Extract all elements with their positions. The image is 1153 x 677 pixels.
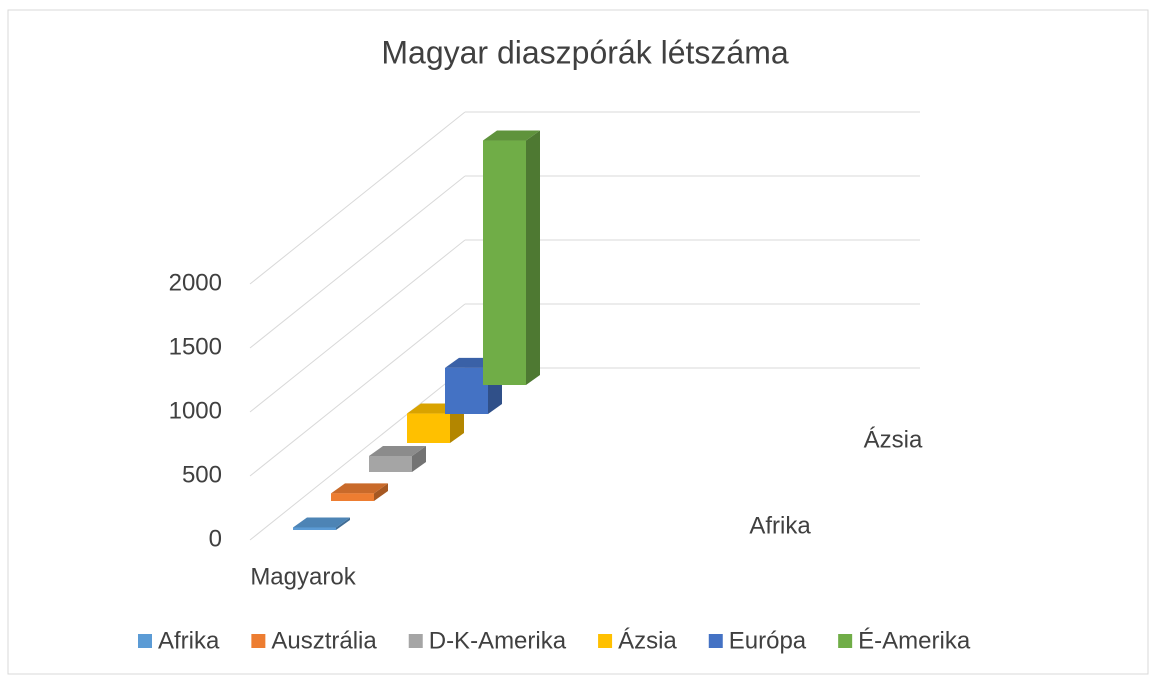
depth-label: Ázsia [864,426,923,453]
bar-side [526,130,540,385]
y-tick-label: 500 [182,461,222,488]
grid-line [249,303,466,477]
chart-title: Magyar diaszpórák létszáma [381,34,788,70]
legend-label: D-K-Amerika [429,627,567,654]
grid-line [249,367,466,541]
bar-top [293,517,350,528]
legend-label: Európa [729,627,807,654]
legend-swatch [708,634,723,648]
y-tick-label: 1000 [169,397,222,424]
legend-swatch [251,634,266,648]
legend-swatch [598,634,613,648]
depth-label: Afrika [749,512,811,539]
bar-top [483,130,540,141]
legend-label: Afrika [158,627,220,654]
bar-top [369,446,426,456]
legend-label: Ausztrália [271,627,377,654]
chart-border [7,9,1149,675]
bar [331,493,374,501]
bar-side [336,517,350,530]
legend-swatch [138,634,152,648]
y-tick-label: 2000 [169,269,222,296]
bar-top [331,483,388,494]
grid-line [249,239,466,413]
bar [369,456,412,472]
bar [293,527,336,530]
legend-label: É-Amerika [858,627,971,654]
y-tick-label: 0 [209,525,222,552]
legend-swatch [408,634,423,648]
bar [483,140,526,385]
grid-line [249,111,466,285]
bar [407,413,450,443]
legend-label: Ázsia [618,627,677,654]
legend-swatch [838,634,853,648]
bar [445,367,488,414]
grid-line [249,175,466,349]
bar-side [374,483,388,501]
bar-side [412,446,426,472]
x-tick-label: Magyarok [250,563,356,590]
y-tick-label: 1500 [169,333,222,360]
